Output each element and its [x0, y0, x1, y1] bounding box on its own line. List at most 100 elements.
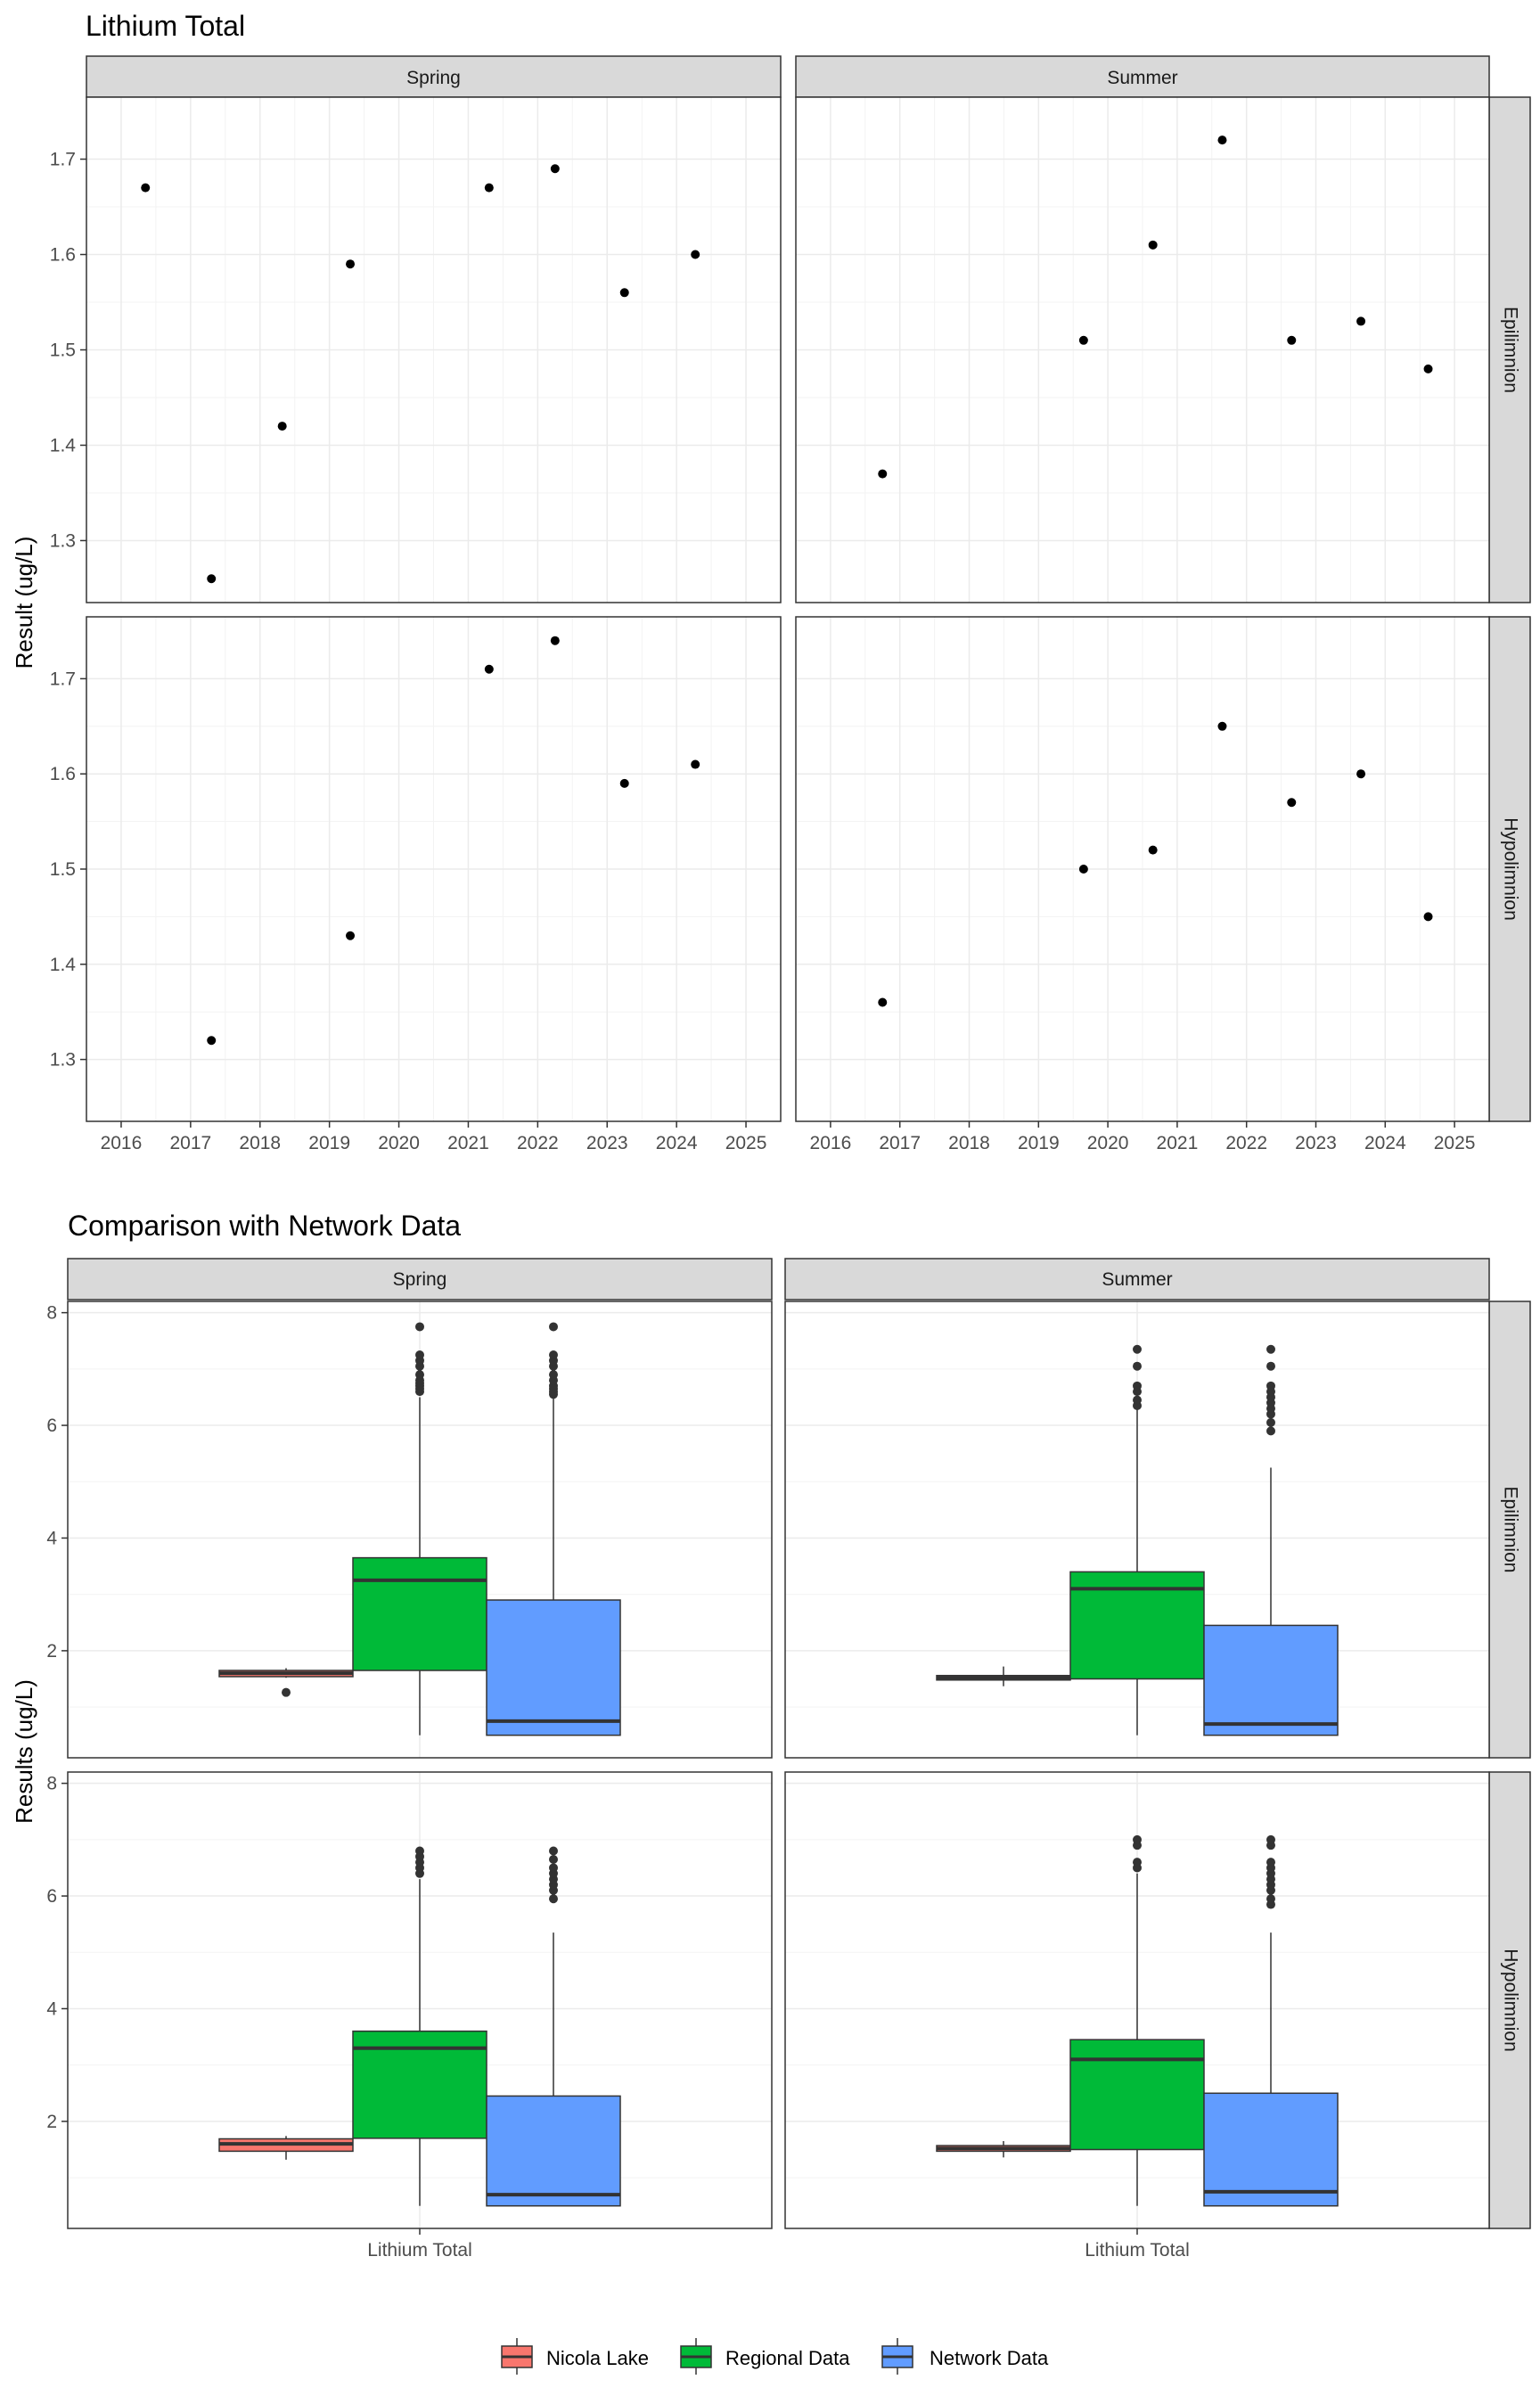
facet-strip-epilimnion: [1488, 96, 1531, 603]
legend-entry-regional-data: Regional Data: [680, 2338, 850, 2375]
x-tick-label: 2022: [1225, 1133, 1267, 1153]
y-tick-label: 8: [46, 1774, 57, 1794]
data-point: [346, 259, 356, 269]
data-point: [1217, 135, 1227, 145]
data-point: [1078, 865, 1088, 874]
outlier-point: [1133, 1395, 1142, 1405]
facet-strip-hypolimnion: [1488, 616, 1531, 1122]
data-point: [1423, 364, 1433, 373]
box-regional-data: [352, 1846, 487, 2206]
outlier-point: [1266, 1858, 1275, 1867]
facet-strip-summer: [795, 55, 1490, 98]
x-tick-label: 2021: [1157, 1133, 1199, 1153]
data-point: [141, 183, 151, 193]
y-tick-label: 1.6: [50, 764, 76, 784]
x-tick-label: 2025: [1434, 1133, 1476, 1153]
x-tick-label: 2018: [239, 1133, 281, 1153]
x-tick-label: 2017: [169, 1133, 211, 1153]
x-tick-label: 2023: [586, 1133, 628, 1153]
x-tick-label: 2020: [1087, 1133, 1129, 1153]
panel-border: [784, 1301, 1490, 1759]
box-regional-data: [352, 1322, 487, 1735]
data-point: [550, 164, 560, 174]
panel-border: [67, 1301, 773, 1759]
y-tick-label: 1.4: [50, 955, 77, 975]
facet-strip-label-epilimnion: Epilimnion: [1500, 307, 1520, 393]
outlier-point: [549, 1846, 558, 1856]
outlier-point: [282, 1687, 291, 1697]
outlier-point: [549, 1370, 558, 1380]
facet-strip-label-summer: Summer: [1107, 68, 1177, 88]
y-tick-label: 2: [46, 2112, 57, 2132]
y-tick-label: 6: [46, 1415, 57, 1436]
x-tick-label: 2023: [1295, 1133, 1337, 1153]
scatter-panel-spring-hypolimnion: [86, 616, 782, 1122]
box-panel-spring-epilimnion: [67, 1301, 773, 1759]
scatter-panel-summer-epilimnion: [795, 96, 1490, 603]
data-point: [1148, 240, 1158, 250]
outlier-point: [549, 1894, 558, 1904]
y-tick-label: 1.3: [50, 530, 76, 551]
data-point: [619, 778, 629, 788]
y-tick-label: 1.7: [50, 150, 76, 170]
legend-label-network-data: Network Data: [930, 2347, 1049, 2369]
legend-entry-nicola-lake: Nicola Lake: [501, 2338, 649, 2375]
outlier-point: [415, 1322, 424, 1332]
box-body: [352, 1556, 487, 1671]
y-tick-label: 1.5: [50, 859, 76, 880]
box-panel-summer-hypolimnion: [784, 1771, 1490, 2229]
data-point: [1148, 845, 1158, 855]
y-tick-label: 1.4: [50, 435, 77, 455]
x-tick-label: 2022: [517, 1133, 559, 1153]
data-point: [1217, 721, 1227, 731]
outlier-point: [1266, 1834, 1275, 1844]
box-nicola-lake: [218, 1668, 354, 1697]
box-panel-summer-epilimnion: [784, 1301, 1490, 1759]
y-tick-label: 1.3: [50, 1050, 76, 1071]
data-point: [1287, 335, 1297, 345]
x-tick-label: 2020: [378, 1133, 420, 1153]
data-point: [277, 422, 287, 431]
facet-strip-label-spring: Spring: [406, 68, 461, 88]
y-tick-label: 8: [46, 1303, 57, 1324]
outlier-point: [549, 1322, 558, 1332]
legend-label-nicola-lake: Nicola Lake: [546, 2347, 649, 2369]
box-body: [1203, 2092, 1339, 2207]
x-tick-label: 2025: [725, 1133, 767, 1153]
outlier-point: [549, 1350, 558, 1360]
y-tick-label: 2: [46, 1641, 57, 1662]
outlier-point: [1266, 1381, 1275, 1391]
box-regional-data: [1069, 1344, 1205, 1735]
facet-strip-summer: [784, 1258, 1490, 1301]
outlier-point: [1133, 1381, 1142, 1391]
panel-border: [795, 96, 1490, 603]
scatter-panel-summer-hypolimnion: [795, 616, 1490, 1122]
scatter-chart: Lithium Total Result (ug/L) Spring Summer…: [11, 10, 1531, 1153]
outlier-point: [1133, 1361, 1142, 1371]
facet-strip-spring: [86, 55, 782, 98]
facet-strip-label-spring: Spring: [393, 1269, 447, 1290]
data-point: [1423, 912, 1433, 922]
box-body: [1069, 2039, 1205, 2151]
facet-strip-label-hypolimnion: Hypolimnion: [1500, 817, 1520, 921]
facet-strip-epilimnion: [1488, 1301, 1531, 1759]
y-tick-label: 6: [46, 1886, 57, 1907]
data-point: [484, 664, 494, 674]
box-panel-spring-hypolimnion: [67, 1771, 773, 2229]
legend-label-regional-data: Regional Data: [725, 2347, 850, 2369]
x-tick-label: 2019: [308, 1133, 350, 1153]
outlier-point: [1266, 1426, 1275, 1436]
outlier-point: [1133, 1834, 1142, 1844]
outlier-point: [549, 1854, 558, 1864]
data-point: [207, 574, 217, 584]
facet-strip-spring: [67, 1258, 773, 1301]
data-point: [878, 997, 888, 1007]
data-point: [691, 759, 700, 769]
outlier-point: [1266, 1894, 1275, 1904]
scatter-panel-spring-epilimnion: [86, 96, 782, 603]
data-point: [1287, 798, 1297, 808]
data-point: [484, 183, 494, 193]
data-point: [619, 288, 629, 298]
data-point: [1356, 769, 1366, 779]
